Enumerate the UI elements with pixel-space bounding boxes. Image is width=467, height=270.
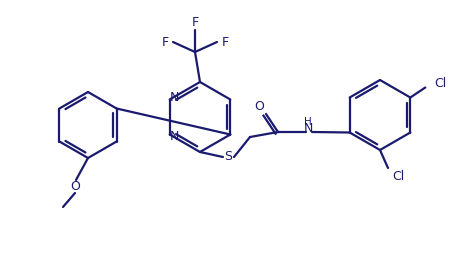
Text: O: O [70,181,80,194]
Text: N: N [170,91,179,104]
Text: O: O [254,100,264,113]
Text: F: F [162,35,169,49]
Text: Cl: Cl [392,170,404,184]
Text: F: F [221,35,228,49]
Text: N: N [170,130,179,143]
Text: H: H [304,117,312,127]
Text: N: N [303,123,313,136]
Text: Cl: Cl [434,77,446,90]
Text: F: F [191,15,198,29]
Text: S: S [224,150,232,164]
